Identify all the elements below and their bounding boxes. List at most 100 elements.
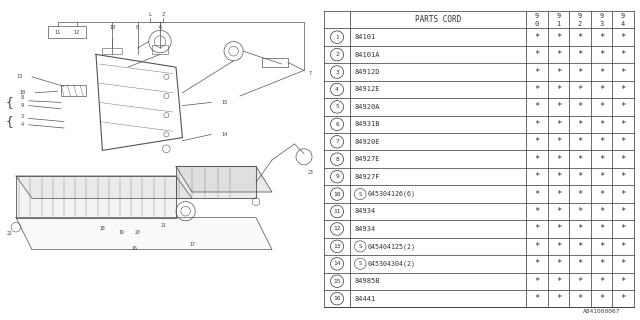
Text: 20: 20 xyxy=(135,229,140,235)
Text: *: * xyxy=(599,85,604,94)
Text: *: * xyxy=(534,189,540,199)
Text: *: * xyxy=(599,120,604,129)
Text: *: * xyxy=(577,242,582,251)
Text: *: * xyxy=(534,207,540,216)
Text: A841000067: A841000067 xyxy=(583,308,621,314)
Text: 84912E: 84912E xyxy=(355,86,380,92)
Text: *: * xyxy=(534,155,540,164)
Text: 6: 6 xyxy=(159,25,161,30)
Text: 15: 15 xyxy=(333,279,341,284)
Text: 84934: 84934 xyxy=(355,226,376,232)
Text: *: * xyxy=(556,224,561,233)
Text: 8: 8 xyxy=(335,157,339,162)
Text: 4: 4 xyxy=(21,122,24,127)
Text: 7: 7 xyxy=(309,71,312,76)
Text: *: * xyxy=(599,224,604,233)
Text: *: * xyxy=(556,259,561,268)
Text: *: * xyxy=(534,68,540,76)
Text: 84927E: 84927E xyxy=(355,156,380,162)
Text: PARTS CORD: PARTS CORD xyxy=(415,15,461,24)
Text: *: * xyxy=(620,68,626,76)
Text: 84927F: 84927F xyxy=(355,174,380,180)
Text: 11: 11 xyxy=(333,209,341,214)
Text: 0: 0 xyxy=(535,21,540,27)
Text: 7: 7 xyxy=(335,139,339,144)
Text: *: * xyxy=(556,120,561,129)
Text: 84920E: 84920E xyxy=(355,139,380,145)
Text: 18: 18 xyxy=(100,226,105,231)
Text: *: * xyxy=(577,189,582,199)
Text: 11: 11 xyxy=(54,29,61,35)
Text: 14: 14 xyxy=(221,132,227,137)
Text: *: * xyxy=(599,68,604,76)
Text: 9: 9 xyxy=(621,13,625,19)
Bar xyxy=(152,45,168,54)
Text: 10: 10 xyxy=(109,25,115,30)
Text: *: * xyxy=(620,207,626,216)
Bar xyxy=(48,26,86,38)
Text: *: * xyxy=(556,102,561,111)
Text: *: * xyxy=(556,242,561,251)
Text: 19: 19 xyxy=(119,229,124,235)
Text: *: * xyxy=(620,277,626,286)
Text: *: * xyxy=(620,85,626,94)
Text: 17: 17 xyxy=(189,242,195,247)
Text: 9: 9 xyxy=(335,174,339,179)
Text: *: * xyxy=(577,85,582,94)
Text: *: * xyxy=(620,137,626,146)
Text: 84101A: 84101A xyxy=(355,52,380,58)
Text: *: * xyxy=(577,207,582,216)
Text: *: * xyxy=(556,33,561,42)
Text: *: * xyxy=(534,242,540,251)
Text: 9: 9 xyxy=(535,13,540,19)
Text: *: * xyxy=(620,294,626,303)
Text: S: S xyxy=(358,244,362,249)
Text: 9: 9 xyxy=(578,13,582,19)
Text: {: { xyxy=(6,115,13,128)
Text: L: L xyxy=(148,12,152,17)
Text: *: * xyxy=(534,120,540,129)
Text: *: * xyxy=(534,102,540,111)
Text: *: * xyxy=(556,50,561,59)
Text: *: * xyxy=(577,50,582,59)
Text: 84912D: 84912D xyxy=(355,69,380,75)
Text: *: * xyxy=(620,102,626,111)
Text: *: * xyxy=(599,259,604,268)
Text: *: * xyxy=(556,172,561,181)
Text: S: S xyxy=(358,261,362,266)
Text: *: * xyxy=(577,102,582,111)
Text: 12: 12 xyxy=(333,227,341,231)
Text: *: * xyxy=(577,137,582,146)
Text: *: * xyxy=(599,137,604,146)
Text: *: * xyxy=(599,155,604,164)
Text: *: * xyxy=(620,189,626,199)
Text: 3: 3 xyxy=(335,69,339,75)
Text: 16: 16 xyxy=(132,245,137,251)
Text: 045304304(2): 045304304(2) xyxy=(367,260,415,267)
Text: *: * xyxy=(577,155,582,164)
Text: *: * xyxy=(599,50,604,59)
Text: *: * xyxy=(577,68,582,76)
Text: *: * xyxy=(599,189,604,199)
Text: *: * xyxy=(577,224,582,233)
Text: *: * xyxy=(577,259,582,268)
Polygon shape xyxy=(176,166,256,198)
Text: 9: 9 xyxy=(21,103,24,108)
Text: *: * xyxy=(599,294,604,303)
Text: *: * xyxy=(599,33,604,42)
Text: *: * xyxy=(534,277,540,286)
Text: *: * xyxy=(620,224,626,233)
Text: 5: 5 xyxy=(335,104,339,109)
Text: *: * xyxy=(556,207,561,216)
Text: 84934: 84934 xyxy=(355,209,376,214)
Text: 4: 4 xyxy=(335,87,339,92)
Text: *: * xyxy=(620,172,626,181)
Text: *: * xyxy=(577,33,582,42)
Text: *: * xyxy=(577,120,582,129)
Text: *: * xyxy=(599,277,604,286)
Text: *: * xyxy=(534,85,540,94)
Text: *: * xyxy=(620,242,626,251)
Text: *: * xyxy=(620,33,626,42)
Text: 13: 13 xyxy=(333,244,341,249)
Text: *: * xyxy=(599,102,604,111)
